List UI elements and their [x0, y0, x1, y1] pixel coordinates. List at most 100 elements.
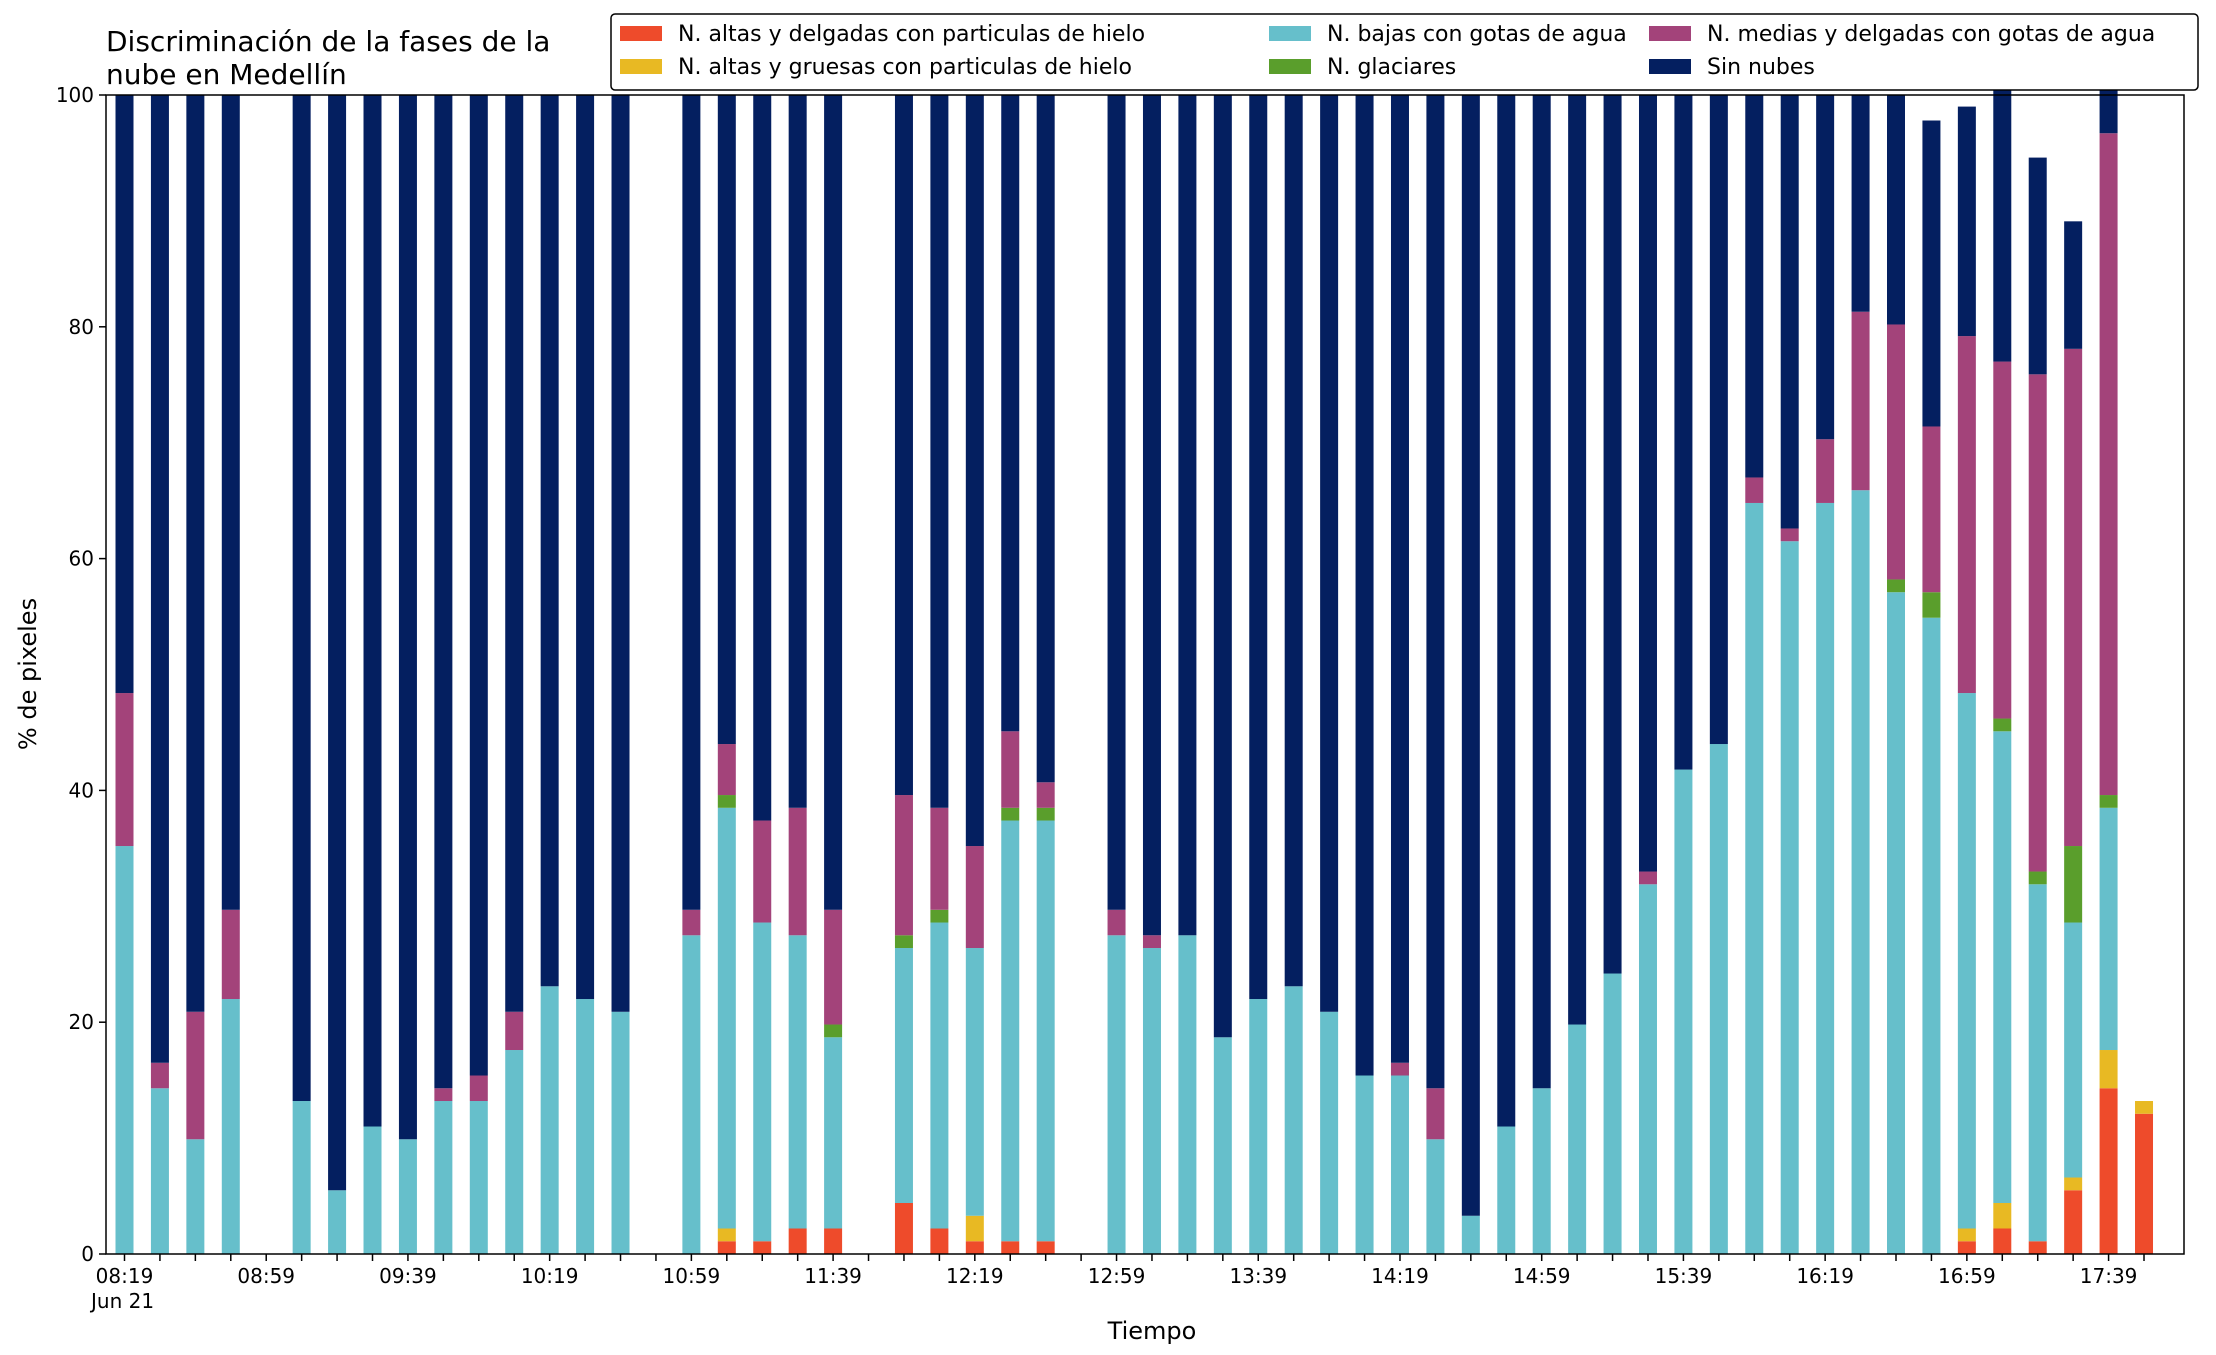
- bar-segment-1729-s0: [2064, 1190, 2083, 1254]
- bar-segment-1739-s0: [2099, 1088, 2118, 1254]
- bar-segment-1239-s4: [1036, 782, 1055, 808]
- bar-segment-1229-s3: [1001, 807, 1020, 821]
- bar-segment-1549-s5: [1709, 95, 1728, 745]
- bar-segment-1359-s5: [1320, 95, 1339, 1012]
- bar-segment-1209-s0: [930, 1228, 949, 1254]
- y-axis: 0 20 40 60 80 100: [56, 83, 106, 1266]
- bar-segment-1649-s5: [1922, 120, 1941, 427]
- x-tick-label: 14:19: [1371, 1264, 1429, 1288]
- x-tick-label: 10:59: [663, 1264, 721, 1288]
- bar-segment-1109-s1: [717, 1228, 736, 1242]
- bar-segment-1739-s1: [2099, 1050, 2118, 1089]
- bar-segment-1659-s0: [1957, 1241, 1976, 1254]
- bar-segment-0849-s5: [221, 95, 240, 910]
- bar-segment-1659-s5: [1957, 106, 1976, 337]
- bar-segment-1219-s1: [965, 1215, 984, 1242]
- bar-segment-0939-s2: [398, 1139, 417, 1254]
- bar-segment-0959-s5: [469, 95, 488, 1076]
- bar-segment-1409-s2: [1355, 1075, 1374, 1254]
- bar-segment-0939-s5: [398, 95, 417, 1140]
- bar-segment-1139-s5: [824, 95, 843, 910]
- bar-segment-0829-s5: [150, 95, 169, 1063]
- bar-segment-0829-s4: [150, 1062, 169, 1089]
- x-tick-label: 12:59: [1088, 1264, 1146, 1288]
- bars-layer: [115, 44, 2154, 1255]
- bar-segment-1539-s5: [1674, 95, 1693, 770]
- bar-segment-1109-s3: [717, 795, 736, 808]
- x-tick-label: 11:39: [804, 1264, 862, 1288]
- bar-segment-1309-s2: [1142, 948, 1161, 1254]
- bar-segment-0949-s5: [434, 95, 453, 1089]
- chart-title-line-2: nube en Medellín: [106, 58, 347, 91]
- bar-segment-1209-s2: [930, 922, 949, 1229]
- bar-segment-1229-s5: [1001, 95, 1020, 732]
- bar-segment-1109-s2: [717, 807, 736, 1229]
- bar-segment-1109-s0: [717, 1241, 736, 1254]
- bar-segment-1719-s2: [2028, 884, 2047, 1242]
- bar-segment-1559-s5: [1745, 95, 1764, 478]
- x-axis: 08:19 08:59 09:39 10:19 10:59 11:39 12:19 12:59…: [96, 1254, 2145, 1288]
- bar-segment-1609-s5: [1780, 95, 1799, 529]
- y-axis-title: % de pixeles: [14, 598, 42, 750]
- bar-segment-1159-s0: [894, 1203, 913, 1254]
- bar-segment-1439-s5: [1461, 95, 1480, 1216]
- bar-segment-1009-s5: [505, 95, 524, 1012]
- bar-segment-0839-s5: [186, 95, 205, 1012]
- bar-segment-1609-s2: [1780, 541, 1799, 1254]
- legend-label: N. medias y delgadas con gotas de agua: [1707, 22, 2155, 47]
- bar-segment-1229-s4: [1001, 731, 1020, 808]
- bar-segment-1129-s2: [788, 935, 807, 1229]
- bar-segment-1709-s4: [1993, 361, 2012, 719]
- bar-segment-1639-s3: [1887, 579, 1905, 593]
- bar-segment-1309-s4: [1142, 935, 1161, 949]
- bar-segment-1729-s1: [2064, 1177, 2083, 1191]
- bar-segment-1229-s2: [1001, 820, 1020, 1242]
- legend-box: [610, 13, 2199, 91]
- bar-segment-1029-s5: [576, 95, 595, 1000]
- bar-segment-1629-s2: [1851, 490, 1870, 1255]
- bar-segment-1729-s4: [2064, 348, 2083, 847]
- bar-segment-1429-s2: [1426, 1139, 1445, 1254]
- bar-segment-1509-s5: [1568, 95, 1587, 1025]
- bar-segment-1709-s2: [1993, 731, 2012, 1203]
- bar-segment-1749-s0: [2135, 1113, 2154, 1254]
- y-tick-label: 60: [69, 547, 94, 571]
- bar-segment-0819-s4: [115, 693, 134, 847]
- bar-segment-1529-s5: [1638, 95, 1657, 872]
- y-tick-label: 100: [56, 83, 94, 107]
- bar-segment-1239-s2: [1036, 820, 1055, 1242]
- bar-segment-0909-s2: [292, 1101, 311, 1254]
- bar-segment-1259-s2: [1107, 935, 1126, 1254]
- y-tick-label: 80: [69, 315, 94, 339]
- bar-segment-1409-s5: [1355, 95, 1374, 1076]
- x-tick-label: 17:39: [2080, 1264, 2138, 1288]
- bar-segment-0819-s2: [115, 846, 134, 1254]
- bar-segment-1739-s3: [2099, 795, 2118, 808]
- bar-segment-1729-s2: [2064, 922, 2083, 1178]
- bar-segment-1639-s5: [1887, 95, 1905, 325]
- legend-label: N. bajas con gotas de agua: [1327, 22, 1627, 47]
- x-tick-label: 16:59: [1938, 1264, 1996, 1288]
- bar-segment-0929-s5: [363, 95, 382, 1127]
- chart-title-line-1: Discriminación de la fases de la: [106, 25, 550, 58]
- bar-segment-1359-s2: [1320, 1011, 1339, 1254]
- bar-segment-1059-s4: [682, 909, 701, 936]
- x-axis-date-label: Jun 21: [89, 1289, 154, 1313]
- bar-segment-1059-s2: [682, 935, 701, 1254]
- bar-segment-1159-s2: [894, 948, 913, 1203]
- legend-label: N. altas y gruesas con particulas de hie…: [678, 55, 1132, 80]
- bar-segment-1119-s4: [753, 820, 772, 923]
- bar-segment-1139-s0: [824, 1228, 843, 1254]
- legend-swatch: [620, 59, 662, 74]
- bar-segment-1129-s4: [788, 807, 807, 936]
- bar-segment-1429-s5: [1426, 95, 1445, 1089]
- bar-segment-1239-s0: [1036, 1241, 1055, 1254]
- bar-segment-1419-s4: [1390, 1062, 1409, 1076]
- bar-segment-0909-s5: [292, 95, 311, 1102]
- y-tick-label: 0: [81, 1242, 94, 1266]
- bar-segment-1729-s3: [2064, 846, 2083, 923]
- bar-segment-1649-s3: [1922, 592, 1941, 618]
- bar-segment-0929-s2: [363, 1126, 382, 1254]
- bar-segment-1209-s5: [930, 95, 949, 808]
- bar-segment-1109-s4: [717, 744, 736, 796]
